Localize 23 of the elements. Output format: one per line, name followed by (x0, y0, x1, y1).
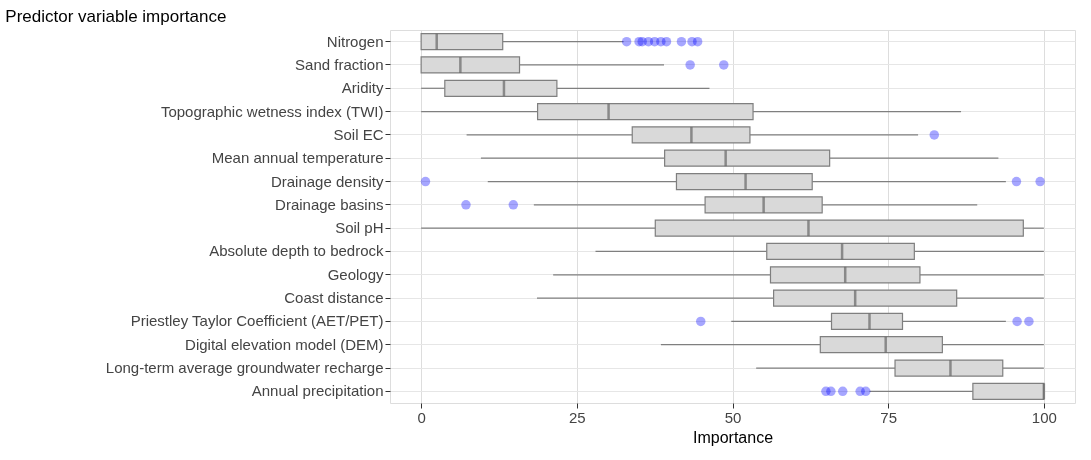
y-tick-label: Sand fraction (295, 55, 384, 73)
y-tick-label: Long-term average groundwater recharge (105, 359, 384, 377)
y-tick-label: Digital elevation model (DEM) (185, 335, 384, 353)
x-tick-label: 50 (724, 408, 742, 426)
y-tick-label: Aridity (341, 79, 384, 97)
x-tick-label: 25 (568, 408, 586, 426)
y-tick-label: Priestley Taylor Coefficient (AET/PET) (130, 312, 384, 330)
y-tick-label: Absolute depth to bedrock (209, 242, 384, 260)
y-tick-label: Soil EC (333, 125, 384, 143)
y-tick-label: Annual precipitation (251, 382, 384, 400)
x-tick-label: 75 (880, 408, 898, 426)
x-tick-label: 100 (1031, 408, 1057, 426)
y-tick-label: Geology (327, 265, 384, 283)
y-tick-label: Topographic wetness index (TWI) (160, 102, 384, 120)
y-tick-label: Mean annual temperature (211, 149, 384, 167)
y-tick-label: Drainage density (270, 172, 384, 190)
y-tick-label: Soil pH (335, 219, 384, 237)
x-tick-label: 0 (417, 408, 426, 426)
x-axis-title: Importance (692, 428, 774, 446)
y-tick-label: Coast distance (284, 289, 384, 307)
y-tick-label: Nitrogen (326, 32, 384, 50)
text: Predictor variable importance (5, 7, 227, 26)
y-tick-label: Drainage basins (275, 195, 384, 213)
